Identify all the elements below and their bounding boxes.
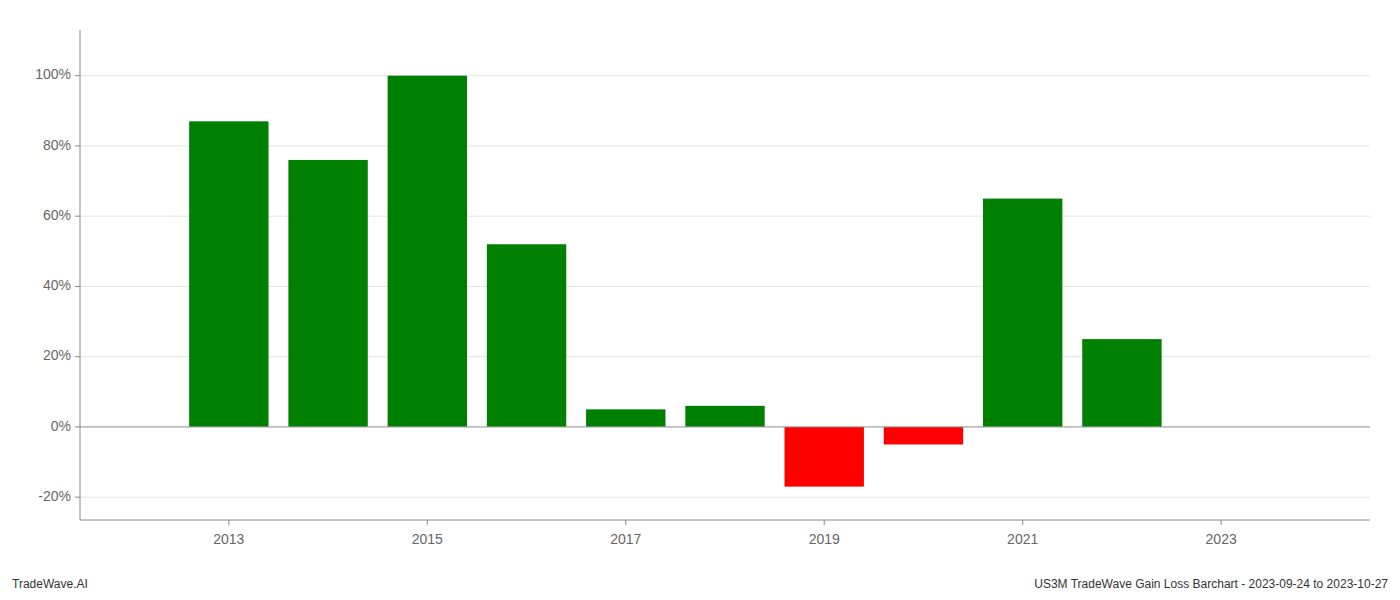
- y-tick: [75, 286, 80, 287]
- y-tick-label: 0%: [51, 418, 71, 434]
- grid-line: [80, 356, 1370, 357]
- x-tick: [228, 520, 229, 525]
- bar: [586, 409, 665, 427]
- y-tick: [75, 216, 80, 217]
- x-ticks: 2013 2015 2017 2019 2021 2023: [213, 520, 1237, 547]
- bar: [685, 406, 764, 427]
- y-tick-label: 100%: [35, 66, 71, 82]
- x-tick: [625, 520, 626, 525]
- y-tick: [75, 75, 80, 76]
- y-tick: [75, 145, 80, 146]
- bar: [487, 244, 566, 427]
- x-tick-label: 2013: [213, 531, 244, 547]
- footer-text: US3M TradeWave Gain Loss Barchart - 2023…: [1034, 577, 1388, 591]
- bar: [288, 160, 367, 427]
- x-tick-label: 2019: [809, 531, 840, 547]
- zero-line: [80, 426, 1370, 427]
- x-tick: [824, 520, 825, 525]
- y-tick: [75, 426, 80, 427]
- bars: [189, 76, 1161, 487]
- grid-line: [80, 145, 1370, 146]
- y-tick-label: 20%: [43, 347, 71, 363]
- y-tick-label: -20%: [38, 488, 71, 504]
- grid-line: [80, 75, 1370, 76]
- bar: [1082, 339, 1161, 427]
- y-tick-label: 40%: [43, 277, 71, 293]
- bar: [189, 121, 268, 427]
- y-tick: [75, 356, 80, 357]
- x-tick: [1221, 520, 1222, 525]
- y-tick: [75, 497, 80, 498]
- x-tick-label: 2015: [412, 531, 443, 547]
- y-axis-line: [80, 30, 81, 520]
- x-tick: [427, 520, 428, 525]
- chart: -20%0%20%40%60%80%100%201320152017201920…: [0, 0, 1400, 600]
- bar: [983, 199, 1062, 427]
- y-tick-label: 80%: [43, 137, 71, 153]
- bar: [785, 427, 864, 487]
- chart-container: -20%0%20%40%60%80%100%201320152017201920…: [0, 0, 1400, 600]
- x-tick-label: 2021: [1007, 531, 1038, 547]
- footer-text: TradeWave.AI: [12, 577, 88, 591]
- grid: [80, 76, 1370, 498]
- bar: [388, 76, 467, 427]
- grid-line: [80, 286, 1370, 287]
- x-tick-label: 2023: [1206, 531, 1237, 547]
- grid-line: [80, 216, 1370, 217]
- bar: [884, 427, 963, 445]
- x-tick-label: 2017: [610, 531, 641, 547]
- grid-line: [80, 497, 1370, 498]
- grid-line: [80, 426, 1370, 427]
- x-tick: [1022, 520, 1023, 525]
- y-ticks: -20% 0% 20% 40% 60% 80% 100%: [35, 66, 80, 504]
- y-tick-label: 60%: [43, 207, 71, 223]
- x-axis-line: [80, 520, 1370, 521]
